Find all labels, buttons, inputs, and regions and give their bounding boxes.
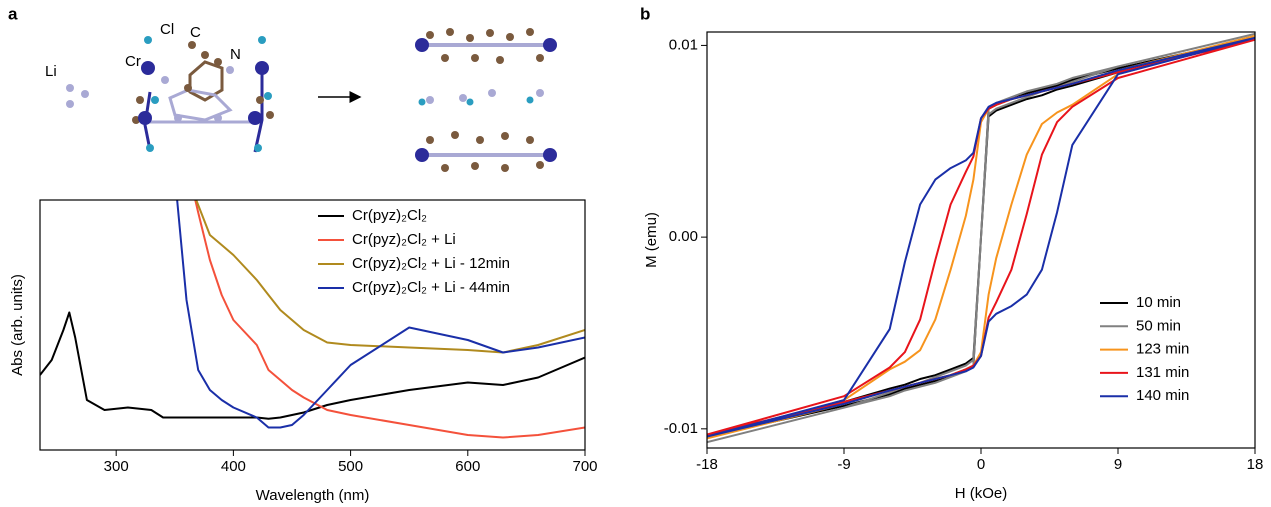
data-line [707,34,1255,442]
panel-label: b [640,4,650,23]
x-tick-label: 400 [221,458,246,475]
y-tick-label: 0.00 [669,228,698,245]
x-tick-label: 18 [1247,456,1264,473]
legend-label: 50 min [1136,317,1181,334]
legend-label: Cr(pyz)₂Cl₂ + Li - 44min [352,279,510,296]
legend-label: Cr(pyz)₂Cl₂ + Li [352,231,456,248]
y-tick-label: -0.01 [664,420,698,437]
x-tick-label: 9 [1114,456,1122,473]
x-axis-label: H (kOe) [955,485,1008,502]
x-axis-label: Wavelength (nm) [256,487,370,504]
x-tick-label: 0 [977,456,985,473]
legend-label: Cr(pyz)₂Cl₂ [352,207,427,224]
y-axis-label: M (emu) [643,212,660,268]
axis-box [40,200,585,450]
atom-label: Li [45,63,57,80]
legend-label: 131 min [1136,364,1189,381]
data-line [187,163,586,438]
x-tick-label: -18 [696,456,718,473]
atom-label: Cr [125,53,141,70]
x-tick-label: 500 [338,458,363,475]
legend-label: 10 min [1136,294,1181,311]
atom-label: N [230,46,241,63]
x-tick-label: 700 [572,458,597,475]
plot-lines [40,163,585,438]
structure-diagram: Li Cl C Cr N [45,21,557,172]
y-axis-label: Abs (arb. units) [9,274,26,376]
panel-label: a [8,4,18,23]
x-tick-label: 600 [455,458,480,475]
y-tick-label: 0.01 [669,36,698,53]
legend-label: Cr(pyz)₂Cl₂ + Li - 12min [352,255,510,272]
plot-lines [707,34,1255,442]
legend-label: 123 min [1136,341,1189,358]
atom-label: Cl [160,21,174,38]
atom-label: C [190,24,201,41]
x-tick-label: 300 [104,458,129,475]
x-tick-label: -9 [837,456,850,473]
legend-label: 140 min [1136,387,1189,404]
figure: a b Li Cl C Cr N Cr(pyz)₂Cl₂ Cr(pyz)₂Cl₂ … [0,0,1271,507]
